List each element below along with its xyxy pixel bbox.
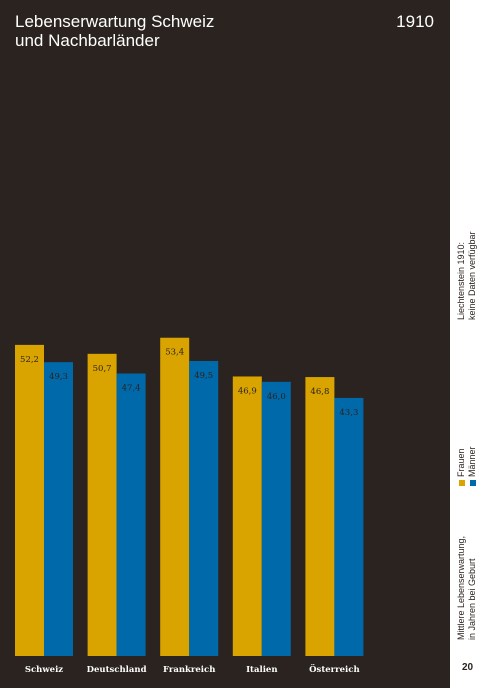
chart-year: 1910 bbox=[396, 12, 434, 31]
bar-schweiz-maenner bbox=[44, 362, 73, 656]
chart-title-line-2: und Nachbarländer bbox=[15, 31, 160, 50]
category-label-schweiz: Schweiz bbox=[25, 665, 63, 675]
legend-item-frauen: Frauen bbox=[456, 446, 467, 486]
no-data-note-line-1: Liechtenstein 1910: bbox=[456, 241, 466, 320]
data-label-deutschland-maenner: 47,4 bbox=[122, 383, 141, 393]
bar-frankreich-maenner bbox=[189, 360, 219, 656]
data-label-italien-maenner: 46,0 bbox=[267, 392, 286, 402]
chart-title: Lebenserwartung Schweiz und Nachbarlände… bbox=[15, 12, 345, 50]
legend-swatch-maenner bbox=[469, 480, 476, 486]
bar-italien-frauen bbox=[232, 376, 262, 656]
chart-title-line-1: Lebenserwartung Schweiz bbox=[15, 12, 215, 31]
bar-deutschland-maenner bbox=[116, 373, 146, 656]
bar-schweiz-frauen bbox=[15, 344, 44, 656]
legend-item-maenner: Männer bbox=[467, 446, 478, 486]
y-axis-label-line-1: Mittlere Lebenserwartung, bbox=[456, 535, 466, 640]
data-label-deutschland-frauen: 50,7 bbox=[93, 364, 112, 374]
category-label-oesterreich: Österreich bbox=[309, 662, 359, 675]
bar-frankreich-frauen bbox=[160, 337, 190, 656]
legend: Frauen Männer bbox=[456, 446, 478, 486]
data-label-schweiz-frauen: 52,2 bbox=[20, 355, 39, 365]
data-label-italien-frauen: 46,9 bbox=[238, 386, 257, 396]
page-number: 20 bbox=[462, 662, 474, 673]
data-label-oesterreich-maenner: 43,3 bbox=[339, 408, 358, 418]
legend-label-maenner: Männer bbox=[467, 446, 477, 477]
bar-italien-maenner bbox=[261, 381, 291, 656]
bar-oesterreich-maenner bbox=[334, 397, 364, 656]
no-data-note: Liechtenstein 1910: keine Daten verfügba… bbox=[456, 231, 478, 320]
y-axis-label-line-2: in Jahren bei Geburt bbox=[467, 558, 477, 640]
legend-label-frauen: Frauen bbox=[456, 448, 466, 477]
category-label-italien: Italien bbox=[246, 665, 277, 675]
y-axis-label: Mittlere Lebenserwartung, in Jahren bei … bbox=[456, 536, 478, 640]
legend-swatch-frauen bbox=[458, 480, 465, 486]
data-label-schweiz-maenner: 49,3 bbox=[49, 372, 68, 382]
data-label-frankreich-frauen: 53,4 bbox=[165, 348, 184, 358]
data-label-oesterreich-frauen: 46,8 bbox=[310, 387, 329, 397]
no-data-note-line-2: keine Daten verfügbar bbox=[467, 231, 477, 320]
category-label-deutschland: Deutschland bbox=[87, 665, 147, 675]
chart-panel: Lebenserwartung Schweiz und Nachbarlände… bbox=[0, 0, 450, 688]
bar-chart: 52,2 49,3 Schweiz 50,7 47,4 Deutschland 53,4 49… bbox=[15, 337, 364, 675]
bar-oesterreich-frauen bbox=[305, 377, 335, 656]
bar-deutschland-frauen bbox=[87, 353, 117, 656]
category-label-frankreich: Frankreich bbox=[163, 665, 215, 675]
data-label-frankreich-maenner: 49,5 bbox=[194, 371, 213, 381]
